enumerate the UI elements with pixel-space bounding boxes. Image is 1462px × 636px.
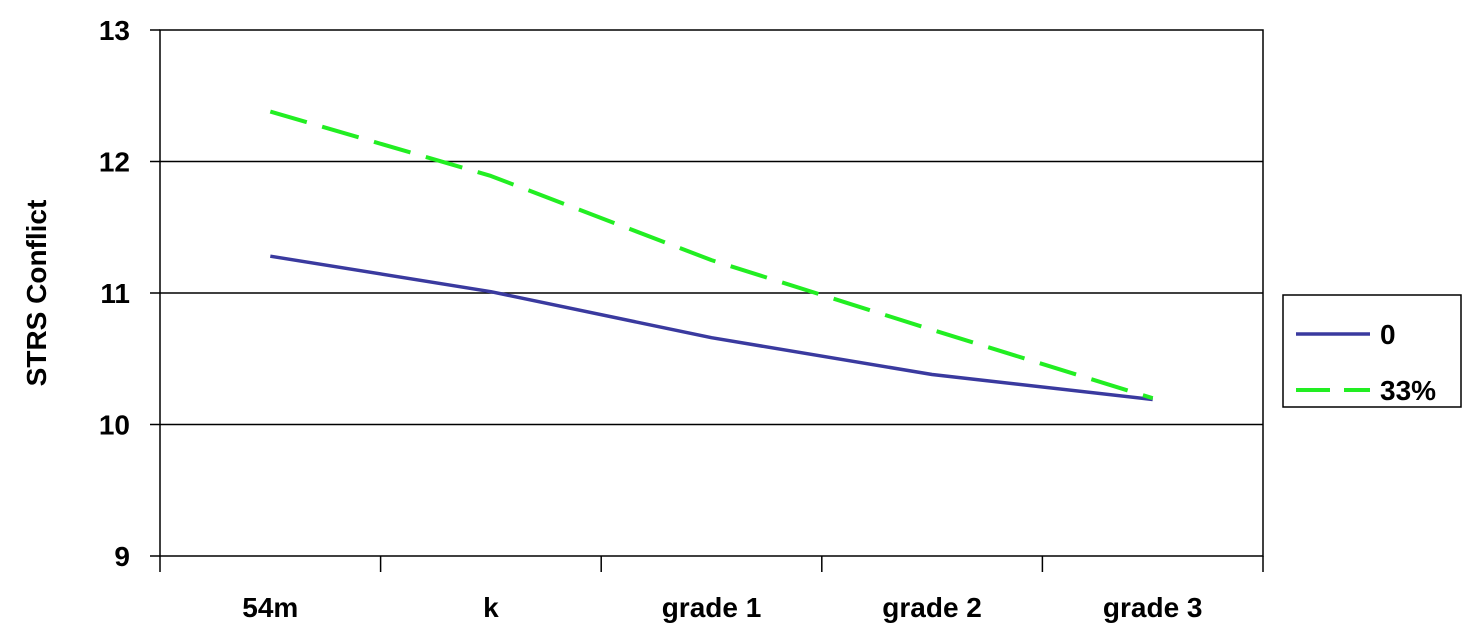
x-axis-tick-labels: 54m k grade 1 grade 2 grade 3 [242, 592, 1202, 623]
series-lines [269, 109, 1154, 402]
y-tick-label: 10 [99, 410, 130, 441]
y-tick-label: 11 [100, 278, 130, 309]
series-line [270, 254, 1153, 402]
x-tick-label: grade 3 [1103, 592, 1203, 623]
gridlines [150, 29, 1263, 557]
y-tick-label: 12 [99, 147, 130, 178]
x-tick-label: 54m [242, 592, 298, 623]
x-tick-label: k [483, 592, 499, 623]
x-tick-label: grade 2 [882, 592, 982, 623]
legend-label: 33% [1380, 375, 1436, 406]
series-line [269, 109, 1154, 401]
legend: 0 33% [1282, 294, 1462, 408]
y-axis-tick-labels: 9 10 11 12 13 [99, 15, 130, 572]
x-tick-label: grade 1 [662, 592, 762, 623]
y-tick-label: 9 [114, 541, 130, 572]
x-axis-ticks [159, 556, 1264, 572]
y-tick-label: 13 [99, 15, 130, 46]
legend-label: 0 [1380, 319, 1396, 350]
y-axis-title: STRS Conflict [21, 200, 52, 387]
